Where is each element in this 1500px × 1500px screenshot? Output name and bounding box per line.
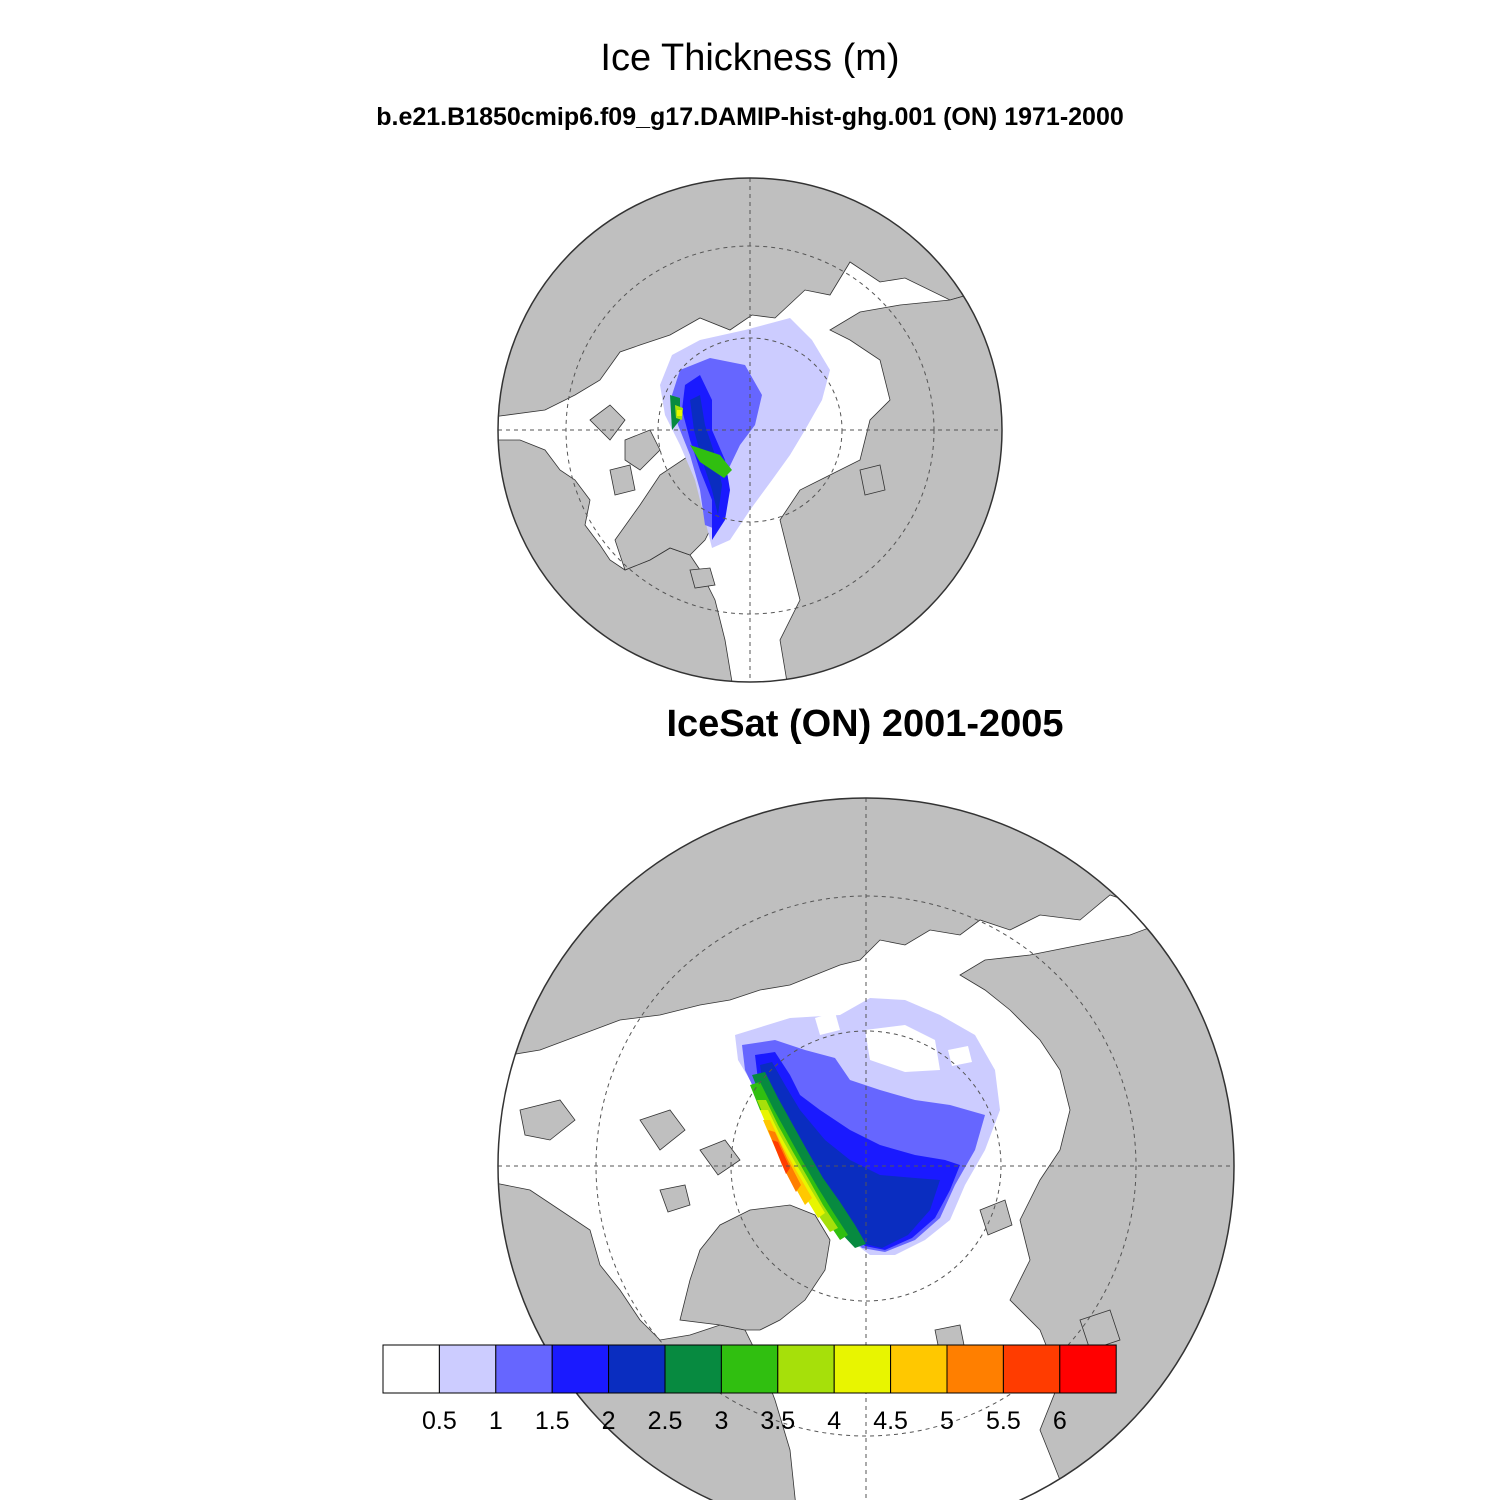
colorbar-tick-label: 4.5 — [873, 1407, 908, 1435]
colorbar-swatch — [833, 1344, 892, 1394]
model-ice-band-2.5-3 — [670, 395, 680, 430]
obs-ice-gap — [865, 1025, 940, 1072]
figure-title: Ice Thickness (m) — [600, 37, 899, 79]
colorbar: 0.5 1 1.5 2 2.5 3 3.5 4 4.5 5 5.5 6 — [382, 1344, 1117, 1435]
obs-ice-band-2-2.5 — [760, 1062, 940, 1248]
colorbar-tick-label: 1.5 — [535, 1407, 570, 1435]
colorbar-swatch — [551, 1344, 610, 1394]
colorbar-tick-label: 4 — [827, 1407, 841, 1435]
colorbar-tick-label: 3.5 — [760, 1407, 795, 1435]
colorbar-tick-label: 6 — [1053, 1407, 1067, 1435]
model-ice-field — [660, 318, 830, 548]
colorbar-swatch — [382, 1344, 440, 1394]
obs-map-border — [497, 797, 1235, 1500]
colorbar-swatch — [1059, 1344, 1117, 1394]
colorbar-tick-label: 1 — [489, 1407, 503, 1435]
colorbar-swatch — [495, 1344, 553, 1394]
model-map-panel — [497, 177, 1003, 683]
model-ice-band-4-4.5 — [677, 410, 682, 416]
colorbar-swatch — [777, 1344, 835, 1394]
colorbar-tick-label: 2 — [602, 1407, 616, 1435]
obs-panel-label: IceSat (ON) 2001-2005 — [666, 703, 1063, 745]
colorbar-swatch — [608, 1344, 666, 1394]
obs-ice-gap — [948, 1046, 972, 1066]
obs-graticule — [498, 798, 1234, 1500]
colorbar-swatch — [890, 1344, 948, 1394]
colorbar-swatch — [946, 1344, 1004, 1394]
colorbar-tick-label: 3 — [714, 1407, 728, 1435]
colorbar-swatch — [664, 1344, 722, 1394]
colorbar-tick-label: 5 — [940, 1407, 954, 1435]
model-map-border — [497, 177, 1003, 683]
obs-ice-band-5.5-6 — [772, 1140, 790, 1174]
obs-ice-band-2.5-3 — [752, 1072, 866, 1248]
colorbar-tick-label: 5.5 — [986, 1407, 1021, 1435]
model-graticule — [498, 178, 1002, 682]
obs-ice-gap — [815, 1012, 840, 1035]
colorbar-tick-label: 2.5 — [648, 1407, 683, 1435]
colorbar-swatch — [438, 1344, 497, 1394]
figure-subtitle: b.e21.B1850cmip6.f09_g17.DAMIP-hist-ghg.… — [376, 103, 1124, 131]
colorbar-swatch — [720, 1344, 779, 1394]
colorbar-tick-label: 0.5 — [422, 1407, 457, 1435]
model-ice-band-3-3.5 — [690, 445, 732, 478]
colorbar-swatch — [1002, 1344, 1061, 1394]
